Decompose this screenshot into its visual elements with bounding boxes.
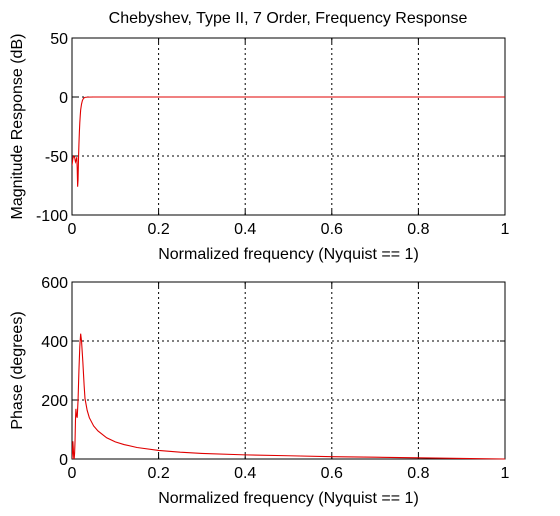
magnitude-response-plot: 0 0.2 0.4 0.6 0.8 1 -100 -50 0 50 Normalized frequ… [9,31,510,263]
phase-x-axis-label: Normalized frequency (Nyquist == 1) [158,490,419,507]
phase-y-tick-label: 200 [41,393,68,410]
magnitude-response-line [72,96,505,187]
magnitude-y-axis-label: Magnitude Response (dB) [9,34,26,220]
magnitude-y-tick-label: -50 [45,149,68,166]
magnitude-x-tick-label: 0.4 [234,221,256,238]
phase-response-line [72,333,505,460]
magnitude-x-tick-label: 0.8 [407,221,429,238]
magnitude-x-tick-label: 0.6 [321,221,343,238]
phase-x-tick-label: 1 [501,465,510,482]
chart-title: Chebyshev, Type II, 7 Order, Frequency R… [109,10,468,27]
magnitude-y-tick-label: 0 [59,90,68,107]
magnitude-x-tick-label: 0 [68,221,77,238]
magnitude-y-tick-label: 50 [50,31,68,48]
phase-x-tick-label: 0.6 [321,465,343,482]
phase-y-tick-label: 600 [41,275,68,292]
magnitude-y-tick-label: -100 [36,208,68,225]
magnitude-axes-box [71,37,506,216]
phase-x-tick-label: 0.2 [147,465,169,482]
phase-y-tick-label: 0 [59,452,68,469]
phase-response-plot: 0 0.2 0.4 0.6 0.8 1 0 200 400 600 Normalized frequ… [9,275,510,507]
magnitude-x-tick-label: 0.2 [147,221,169,238]
phase-x-tick-label: 0.4 [234,465,256,482]
magnitude-x-tick-label: 1 [501,221,510,238]
phase-x-tick-label: 0 [68,465,77,482]
phase-y-tick-label: 400 [41,334,68,351]
phase-y-axis-label: Phase (degrees) [9,311,26,429]
magnitude-x-axis-label: Normalized frequency (Nyquist == 1) [158,246,419,263]
phase-axes-box [71,281,506,460]
phase-x-tick-label: 0.8 [407,465,429,482]
